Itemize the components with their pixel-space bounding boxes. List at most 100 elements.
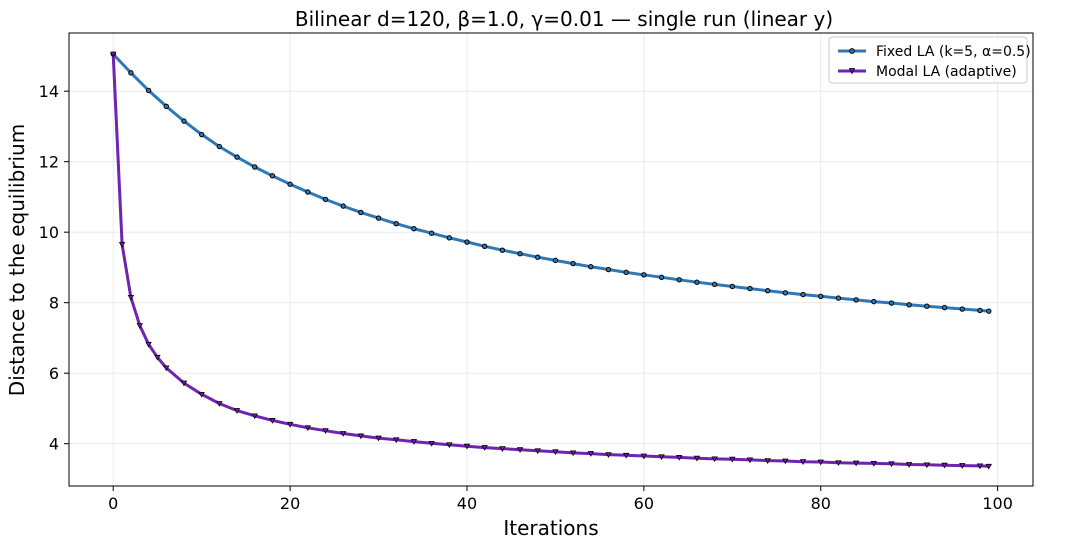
fixed-la-point	[481, 243, 488, 249]
modal-la-point	[145, 341, 152, 348]
fixed-la-point	[216, 143, 223, 150]
fixed-la-point	[941, 304, 948, 311]
fixed-la-point	[676, 277, 682, 283]
fixed-la-point	[252, 164, 258, 170]
y-tick-label: 12	[39, 153, 59, 172]
y-tick-label: 14	[39, 82, 59, 101]
modal-la-point	[322, 428, 329, 434]
axis-ticks: 0 20 40 60 80 100 4 6 8 10 12 14	[39, 82, 1013, 513]
series-fixed-la	[110, 51, 992, 314]
fixed-la-point	[906, 302, 912, 308]
modal-la-point	[163, 365, 170, 372]
modal-la-point	[180, 380, 188, 387]
fixed-la-point	[499, 247, 506, 253]
x-tick-label: 40	[457, 494, 477, 513]
modal-la-point	[976, 463, 984, 470]
modal-la-point	[118, 242, 126, 248]
legend-marker-modal-la	[848, 68, 856, 75]
modal-la-point	[852, 460, 860, 467]
fixed-la-point	[623, 269, 629, 276]
fixed-la-point	[764, 287, 771, 294]
modal-la-point	[304, 425, 311, 432]
modal-la-point	[286, 421, 294, 428]
modal-la-point	[676, 455, 683, 461]
modal-la-point	[463, 443, 471, 450]
modal-la-point	[923, 462, 931, 469]
modal-la-point	[658, 454, 665, 461]
modal-la-point	[357, 433, 365, 440]
y-tick-label: 4	[49, 435, 59, 454]
fixed-la-point	[269, 173, 276, 179]
modal-la-point	[746, 457, 754, 464]
modal-la-point	[393, 437, 400, 444]
fixed-la-point	[658, 274, 665, 281]
series-modal-la	[110, 51, 992, 470]
series-layer	[110, 51, 992, 470]
fixed-la-point	[729, 283, 736, 290]
fixed-la-point	[871, 298, 877, 305]
fixed-la-point	[853, 297, 859, 303]
modal-la-point	[233, 408, 241, 414]
fixed-la-point	[375, 215, 382, 221]
fixed-la-point	[800, 291, 806, 298]
modal-la-point	[136, 323, 143, 329]
fixed-la-point	[234, 154, 240, 160]
y-tick-label: 10	[39, 223, 59, 242]
fixed-la-point	[305, 189, 311, 195]
fixed-la-point	[428, 230, 435, 236]
modal-la-point	[906, 462, 913, 468]
modal-la-point	[870, 461, 877, 467]
x-axis-label: Iterations	[503, 516, 598, 540]
fixed-la-point	[924, 303, 930, 309]
fixed-la-point	[181, 118, 187, 124]
fixed-la-point	[641, 272, 647, 278]
fixed-la-point	[835, 295, 842, 301]
modal-la-point	[799, 459, 807, 465]
modal-la-point	[269, 418, 276, 424]
y-tick-label: 6	[49, 364, 59, 383]
modal-la-point	[251, 413, 258, 420]
modal-la-line	[111, 54, 989, 468]
fixed-la-point	[446, 235, 452, 241]
fixed-la-point	[322, 196, 329, 203]
fixed-la-point	[986, 308, 992, 314]
legend-label-fixed-la: Fixed LA (k=5, α=0.5)	[876, 44, 1031, 60]
fixed-la-point	[888, 300, 895, 306]
modal-la-point	[534, 448, 541, 455]
fixed-la-point	[411, 225, 417, 232]
modal-la-point	[941, 462, 948, 469]
modal-la-point	[339, 431, 347, 437]
fixed-la-point	[393, 221, 399, 227]
y-tick-label: 8	[49, 294, 59, 313]
modal-la-point	[959, 463, 966, 469]
modal-la-point	[569, 450, 577, 457]
fixed-la-point	[694, 279, 700, 285]
fixed-la-point	[605, 266, 612, 273]
fixed-la-point	[358, 209, 364, 216]
modal-la-point	[516, 447, 524, 454]
modal-la-point	[782, 458, 789, 465]
fixed-la-point	[163, 103, 169, 110]
modal-la-point	[817, 459, 824, 466]
fixed-la-point	[711, 281, 718, 288]
x-tick-label: 20	[280, 494, 300, 513]
fixed-la-point	[145, 87, 152, 94]
fixed-la-point	[552, 257, 559, 264]
x-tick-label: 100	[982, 494, 1013, 513]
modal-la-point	[985, 463, 992, 470]
legend: Fixed LA (k=5, α=0.5) Modal LA (adaptive…	[828, 36, 1031, 84]
fixed-la-point	[782, 290, 789, 296]
modal-la-point	[481, 445, 488, 451]
fixed-la-point	[287, 181, 293, 187]
modal-la-point	[375, 435, 382, 442]
modal-la-point	[552, 449, 559, 456]
modal-la-point	[446, 442, 453, 449]
modal-la-point	[640, 453, 648, 460]
modal-la-point	[198, 391, 205, 398]
modal-la-point	[587, 451, 594, 457]
modal-la-point	[499, 446, 506, 452]
modal-la-point	[764, 458, 771, 464]
modal-la-point	[428, 440, 435, 447]
fixed-la-point	[535, 254, 541, 260]
